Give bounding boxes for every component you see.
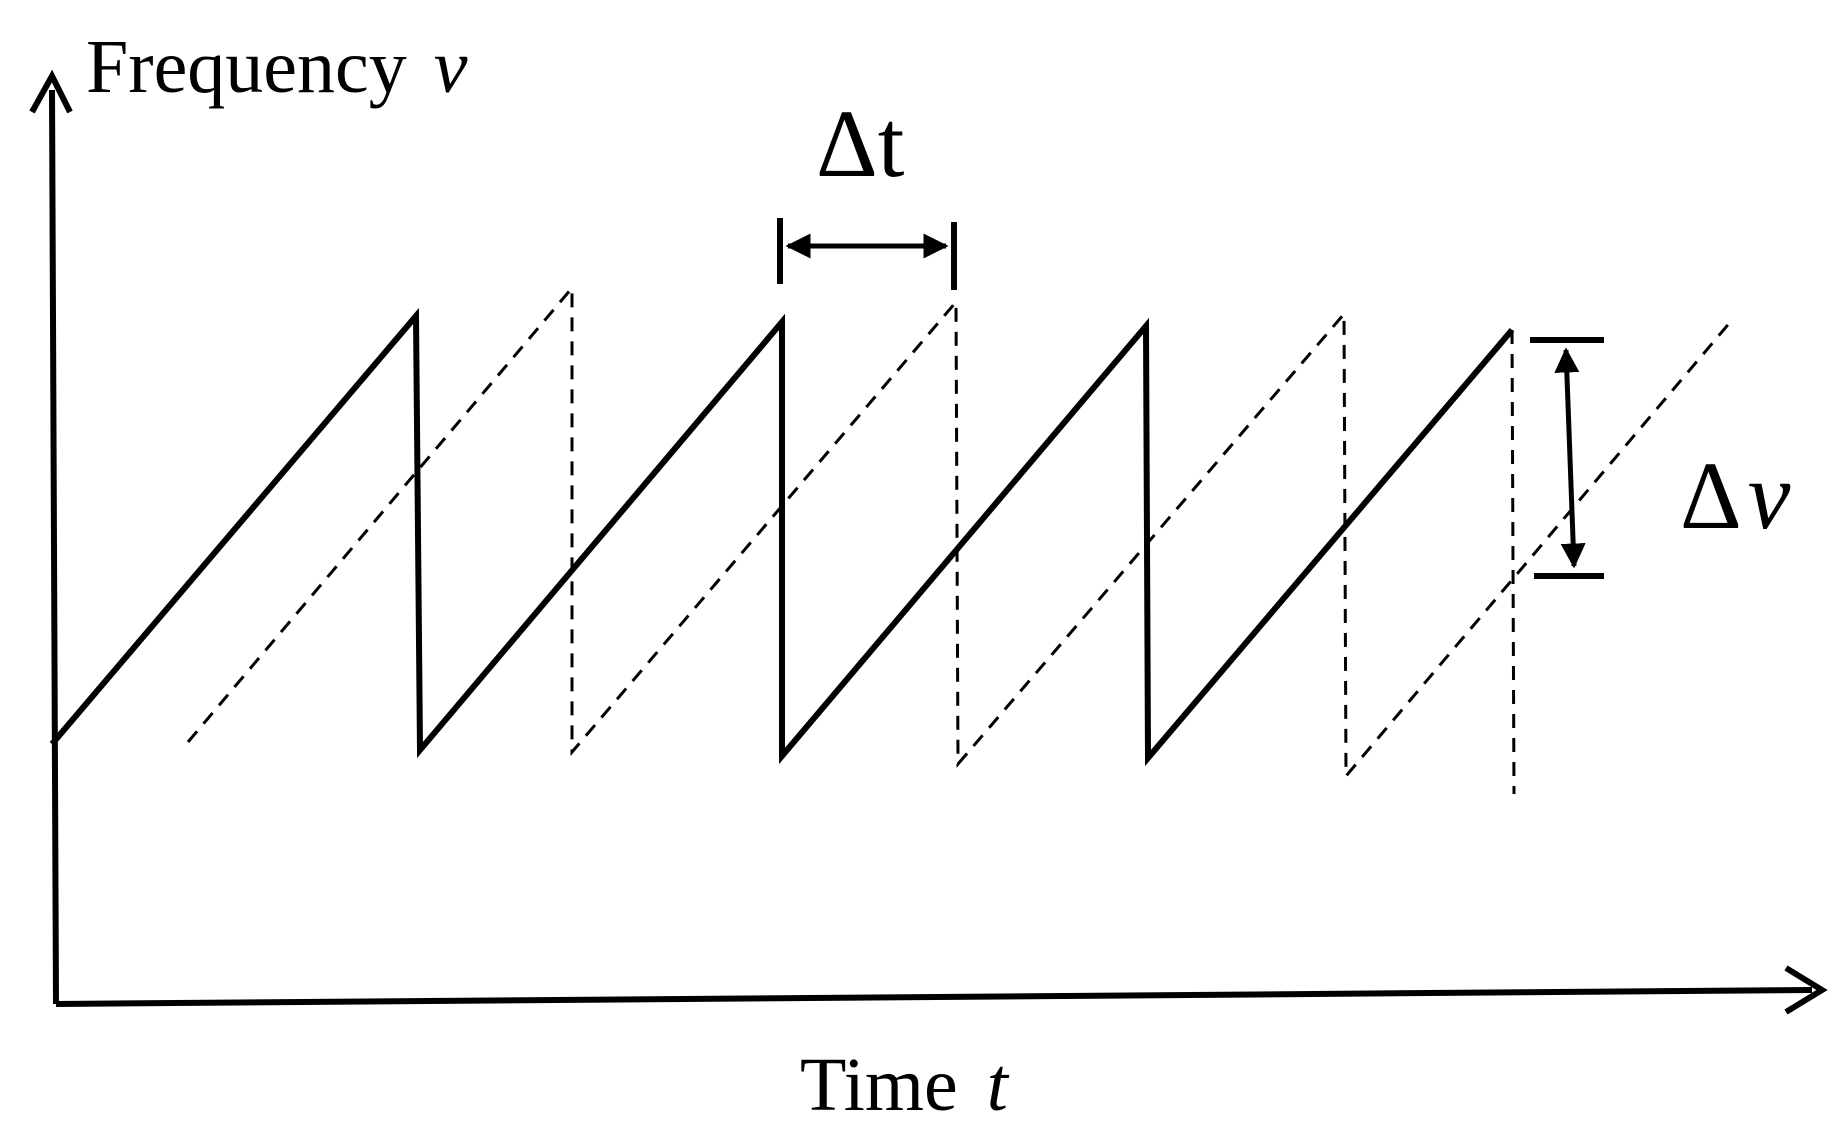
x-axis-arrowhead	[1784, 965, 1828, 1015]
y-axis-line	[49, 89, 59, 1005]
dashed-tail-line	[1510, 329, 1516, 795]
x-axis-line	[55, 987, 1813, 1007]
delta-t-indicator	[777, 218, 957, 290]
axes	[29, 69, 1828, 1015]
delta-nu-label: Δν	[1680, 442, 1791, 549]
x-axis-label: Time t	[800, 1043, 1010, 1126]
y-axis-label: Frequency ν	[86, 25, 468, 109]
delta-nu-indicator	[1530, 337, 1604, 579]
delta-t-label: Δt	[816, 90, 905, 197]
delta-nu-arrow	[1554, 347, 1586, 569]
solid-sawtooth-signal	[49, 307, 1515, 767]
y-axis-arrowhead	[29, 69, 73, 114]
dashed-sawtooth-signal	[186, 283, 1734, 781]
